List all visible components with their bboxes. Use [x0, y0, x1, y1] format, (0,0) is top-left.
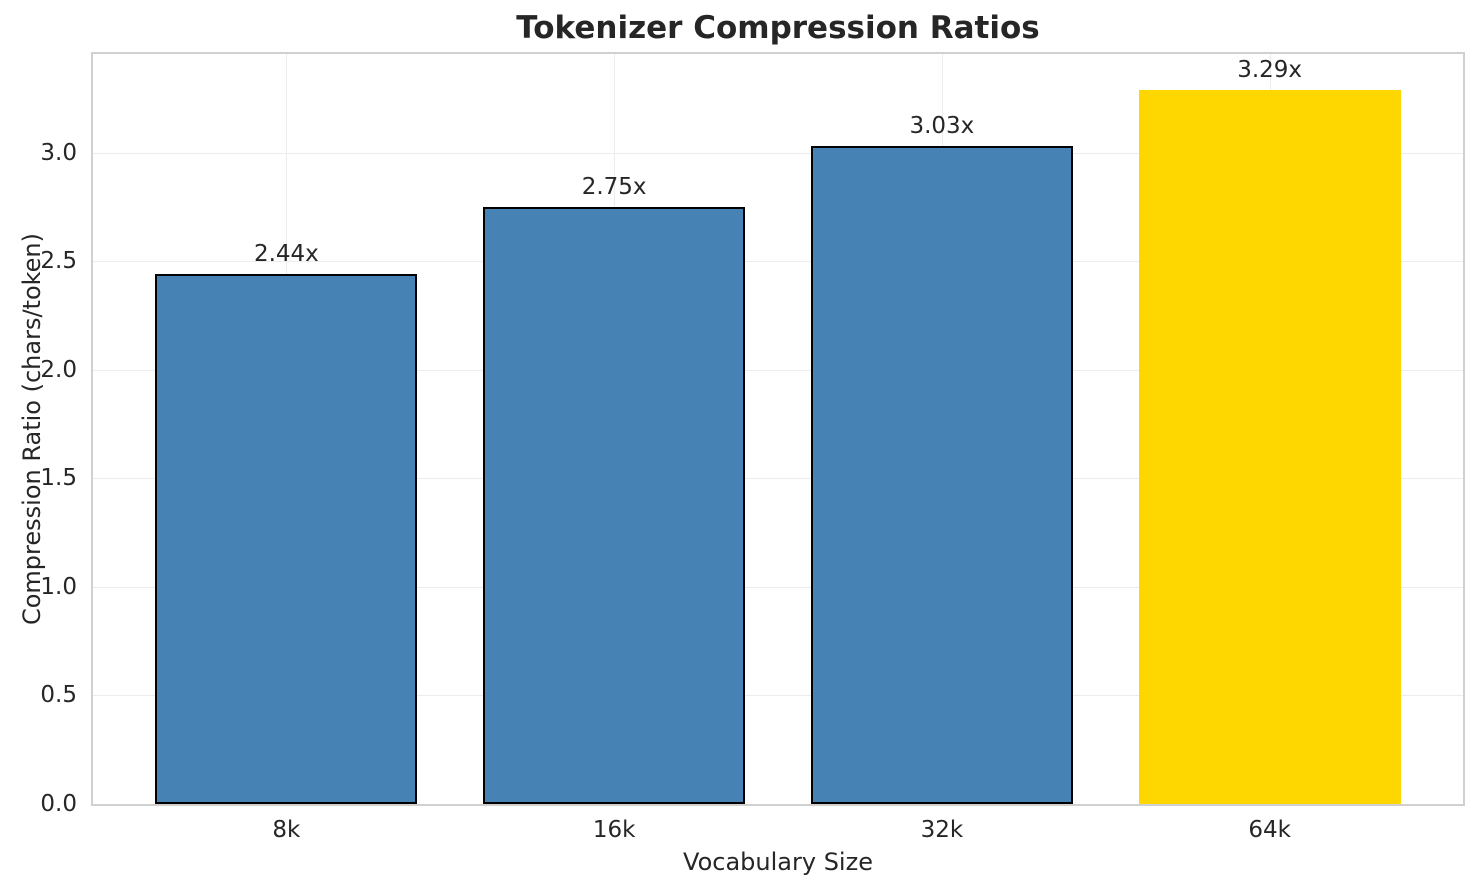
gridline-horizontal — [93, 695, 1463, 697]
gridline-horizontal — [93, 152, 1463, 154]
gridline-horizontal — [93, 586, 1463, 588]
bar — [483, 207, 746, 804]
plot-area: Compression Ratio (chars/token) Vocabula… — [18, 52, 1465, 876]
bar — [1138, 89, 1401, 804]
x-tick-label: 64k — [1248, 817, 1291, 843]
y-tick-label: 1.5 — [40, 465, 77, 492]
bar-value-label: 3.03x — [909, 113, 975, 140]
bar — [155, 274, 418, 804]
y-axis-label: Compression Ratio (chars/token) — [18, 232, 46, 626]
x-tick-label: 32k — [920, 817, 964, 843]
y-tick-label: 2.0 — [40, 356, 77, 383]
bar-value-label: 3.29x — [1237, 56, 1303, 83]
gridline-horizontal — [93, 478, 1463, 480]
bar-value-label: 2.75x — [581, 174, 647, 201]
x-tick-label: 16k — [592, 817, 636, 843]
y-tick-label: 2.5 — [40, 248, 77, 275]
chart-title: Tokenizer Compression Ratios — [516, 10, 1040, 46]
y-tick-label: 0.0 — [40, 791, 77, 817]
y-tick-label: 3.0 — [40, 139, 77, 166]
gridline-horizontal — [93, 261, 1463, 263]
y-tick-label: 0.5 — [40, 682, 77, 709]
x-axis-label: Vocabulary Size — [683, 848, 873, 876]
bar — [810, 146, 1073, 804]
gridline-horizontal — [93, 369, 1463, 371]
x-tick-label: 8k — [272, 817, 301, 843]
bar-value-label: 2.44x — [253, 241, 319, 268]
y-tick-label: 1.0 — [40, 573, 77, 600]
